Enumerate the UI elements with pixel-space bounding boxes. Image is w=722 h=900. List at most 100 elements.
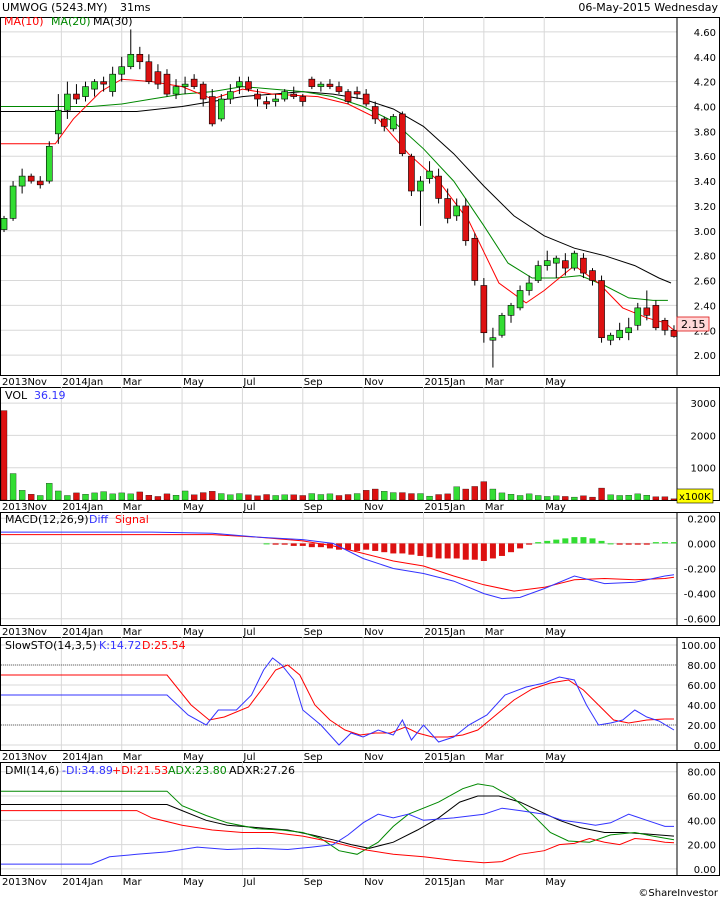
candle-body <box>625 327 633 334</box>
volume-bar <box>0 410 8 501</box>
macd-hist-bar <box>571 537 578 544</box>
macd-xaxis-label: Sep <box>304 627 323 638</box>
macd-hist-bar <box>444 543 451 559</box>
macd-hist-bar <box>643 543 650 545</box>
price-xaxis-label: May <box>545 377 566 388</box>
volume-bar <box>290 494 297 501</box>
price-tick-label: 2.80 <box>694 252 716 263</box>
sto-xaxis-label: Mar <box>485 752 505 763</box>
price-legend: MA(10) MA(20) MA(30) <box>4 15 133 28</box>
macd-hist-bar <box>670 542 677 544</box>
volume-bar <box>616 495 623 501</box>
volume-bar <box>426 495 433 501</box>
volume-bar <box>145 495 153 501</box>
dmi-legend: DMI(14,6) -DI:34.89 +DI:21.53 ADX:23.80 … <box>5 764 295 777</box>
volume-bar <box>408 493 415 501</box>
volume-bar <box>372 488 379 501</box>
sto-tick-label: 60.00 <box>687 681 716 692</box>
volume-bar <box>525 493 533 501</box>
candle-body <box>181 83 189 87</box>
sto-tick-label: 0.00 <box>694 741 716 752</box>
candle-body <box>208 96 216 125</box>
volume-bar <box>37 495 44 501</box>
volume-bar <box>381 491 388 501</box>
macd-hist-bar <box>661 542 668 544</box>
candle-body <box>399 113 406 155</box>
macd-tick-label: -0.400 <box>684 590 716 601</box>
dmi-frame <box>0 762 720 876</box>
symbol-title: UMWOG (5243.MY) <box>2 1 107 14</box>
legend-sto: SlowSTO(14,3,5) <box>5 639 97 652</box>
vol-tick-label: 2000 <box>691 431 716 442</box>
legend-macd: MACD(12,26,9) <box>5 513 89 526</box>
legend-adx: ADX:23.80 <box>168 764 227 777</box>
volume-bar <box>390 492 397 501</box>
volume-bar <box>363 490 370 501</box>
candle-body <box>64 93 71 111</box>
dmi-xaxis-label: 2013Nov <box>2 877 47 888</box>
volume-bar <box>326 493 334 501</box>
volume-bar <box>299 495 306 501</box>
macd-hist-bar <box>589 538 596 544</box>
volume-bar <box>607 494 614 501</box>
dmi-xaxis-label: Mar <box>123 877 143 888</box>
volume-bar <box>91 492 98 501</box>
volume-bar <box>172 495 180 501</box>
volume-bar <box>154 496 162 501</box>
volume-bar <box>236 493 243 501</box>
dmi-xaxis-label: 2015Jan <box>425 877 466 888</box>
vol-xaxis-label: Sep <box>304 502 323 513</box>
price-frame <box>0 17 720 376</box>
sto-k-line <box>1 657 675 746</box>
candle-body <box>390 116 397 130</box>
sto-xaxis-label: Nov <box>364 752 384 763</box>
macd-hist-bar <box>399 543 406 554</box>
dmi-panel: 0.00 20.00 40.00 60.00 80.00 2013Nov 2014Jan Ma… <box>0 762 720 888</box>
volume-bar <box>227 494 234 501</box>
macd-hist-bar <box>526 543 533 545</box>
macd-hist-bar <box>553 539 560 544</box>
volume-bar <box>399 492 406 501</box>
macd-hist-bar <box>308 543 315 548</box>
volume-bar <box>535 495 542 501</box>
macd-legend: MACD(12,26,9) Diff Signal <box>5 513 149 526</box>
macd-hist-bar <box>471 543 478 560</box>
candle-body <box>36 180 44 186</box>
candle-body <box>145 61 153 82</box>
candle-body <box>380 118 388 127</box>
legend-plus-di: +DI:21.53 <box>112 764 168 777</box>
vol-xaxis-label: Mar <box>485 502 505 513</box>
candle-body <box>634 307 642 326</box>
candle-body <box>444 198 451 219</box>
volume-bar <box>625 495 632 501</box>
macd-hist-bar <box>480 543 487 561</box>
price-tick-label: 3.60 <box>694 152 716 163</box>
candle-body <box>0 218 8 230</box>
macd-xaxis-label: 2014Jan <box>62 627 103 638</box>
candle-body <box>45 145 53 182</box>
candle-body <box>552 257 560 264</box>
price-xaxis-label: 2013Nov <box>2 377 47 388</box>
macd-xaxis-label: May <box>545 627 566 638</box>
legend-minus-di: -DI:34.89 <box>62 764 113 777</box>
candle-body <box>100 81 107 85</box>
volume-bar <box>272 495 279 501</box>
candle-body <box>127 53 135 68</box>
macd-hist-bar <box>381 543 388 553</box>
vol-unit-badge: x100K <box>679 492 711 503</box>
volume-bar <box>417 493 424 501</box>
macd-xaxis-label: Mar <box>123 627 143 638</box>
volume-bar <box>516 495 524 501</box>
macd-hist-bar <box>517 543 524 549</box>
volume-bar <box>100 491 107 501</box>
candle-body <box>218 98 225 120</box>
legend-vol: VOL <box>5 389 28 402</box>
price-tick-label: 2.00 <box>694 351 716 362</box>
macd-hist-bar <box>390 543 397 554</box>
candle-body <box>362 93 370 105</box>
macd-xaxis-label: 2015Jan <box>425 627 466 638</box>
volume-bar <box>498 492 506 501</box>
legend-adxr: ADXR:27.26 <box>229 764 295 777</box>
volume-bar <box>553 495 560 501</box>
